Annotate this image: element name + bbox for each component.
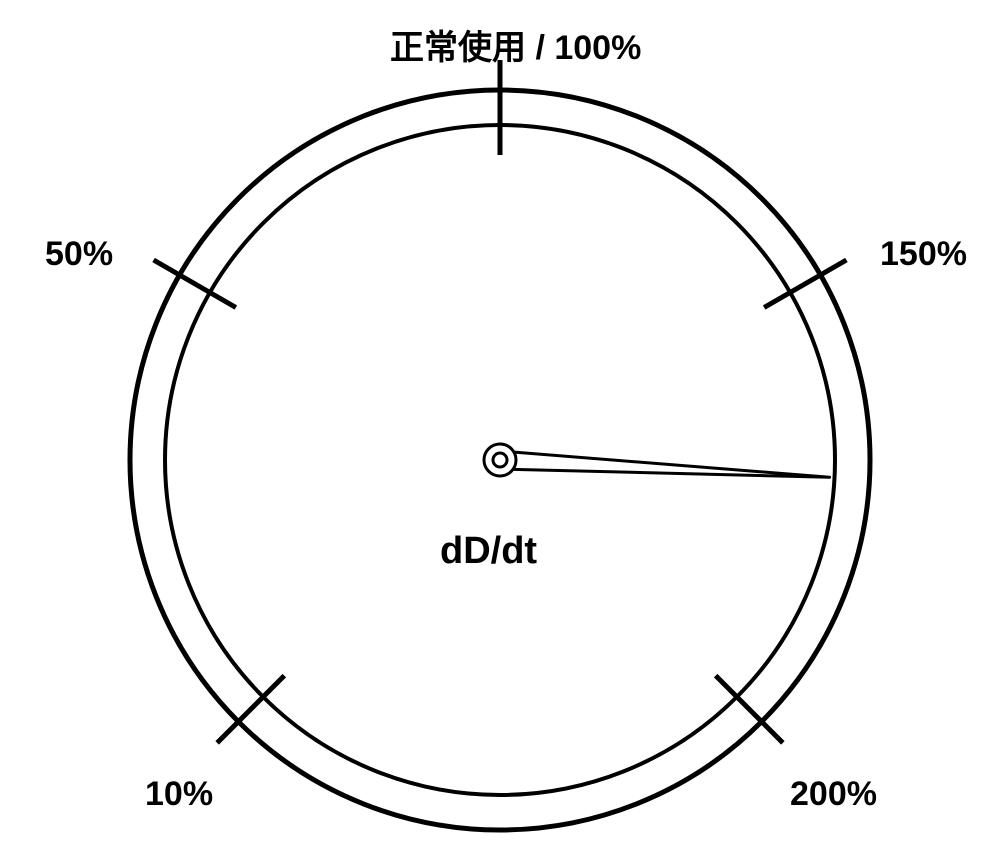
label-10: 10%: [145, 775, 213, 814]
needle-hub-inner: [493, 453, 507, 467]
gauge-svg: [0, 0, 1000, 859]
label-200: 200%: [790, 775, 877, 814]
label-150: 150%: [880, 235, 967, 274]
gauge-figure: 正常使用 / 100% 150% 200% 10% 50% dD/dt: [0, 0, 1000, 859]
label-50: 50%: [45, 235, 113, 274]
label-100: 正常使用 / 100%: [390, 20, 641, 69]
needle: [500, 451, 830, 477]
center-label: dD/dt: [440, 530, 537, 573]
